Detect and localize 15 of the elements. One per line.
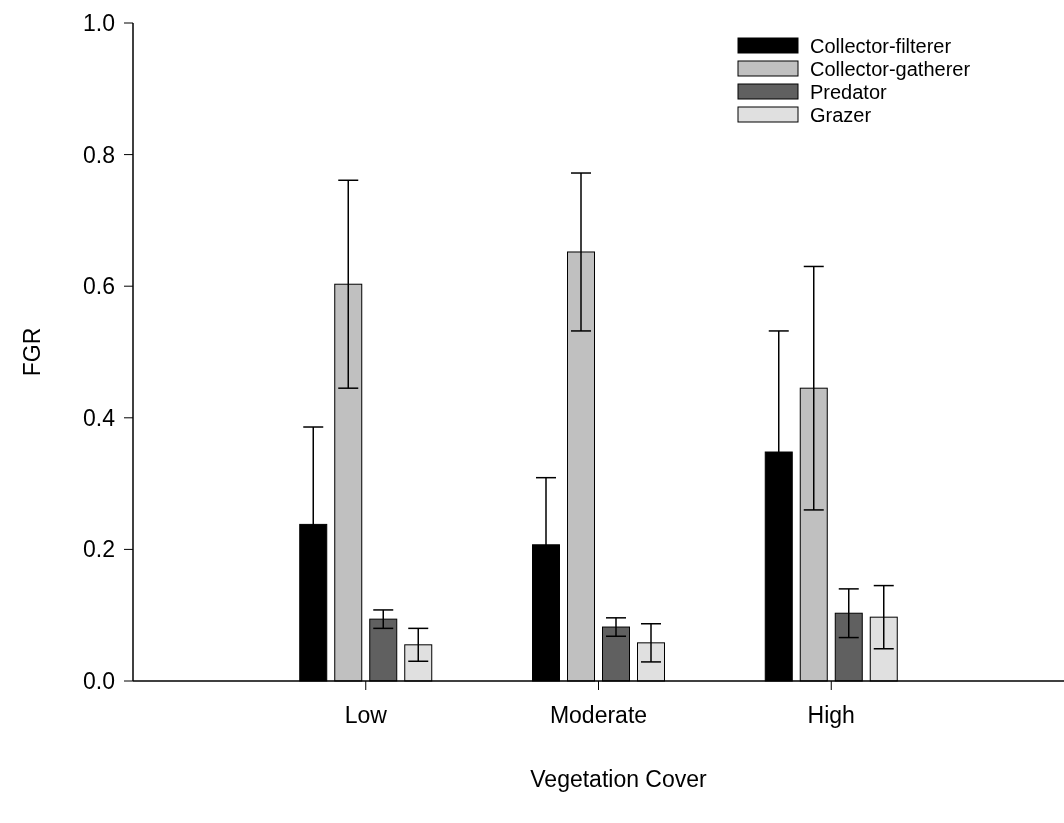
x-tick-label: High [807, 702, 855, 728]
legend-label: Predator [810, 81, 888, 103]
x-axis-title: Vegetation Cover [530, 766, 708, 792]
y-tick-label: 1.0 [83, 10, 115, 37]
x-tick-label: Moderate [549, 702, 648, 728]
x-tick-label: Low [344, 702, 388, 728]
y-tick-label: 0.6 [83, 273, 115, 300]
legend-label: Grazer [810, 104, 872, 126]
y-tick-label: 0.0 [83, 668, 115, 695]
y-tick-label: 0.8 [83, 141, 115, 168]
y-tick-label: 0.4 [83, 404, 116, 431]
legend-label: Collector-gatherer [810, 58, 971, 80]
y-axis-title: FGR [19, 327, 45, 377]
legend-label: Collector-filterer [810, 35, 952, 57]
y-tick-label: 0.2 [83, 536, 115, 563]
